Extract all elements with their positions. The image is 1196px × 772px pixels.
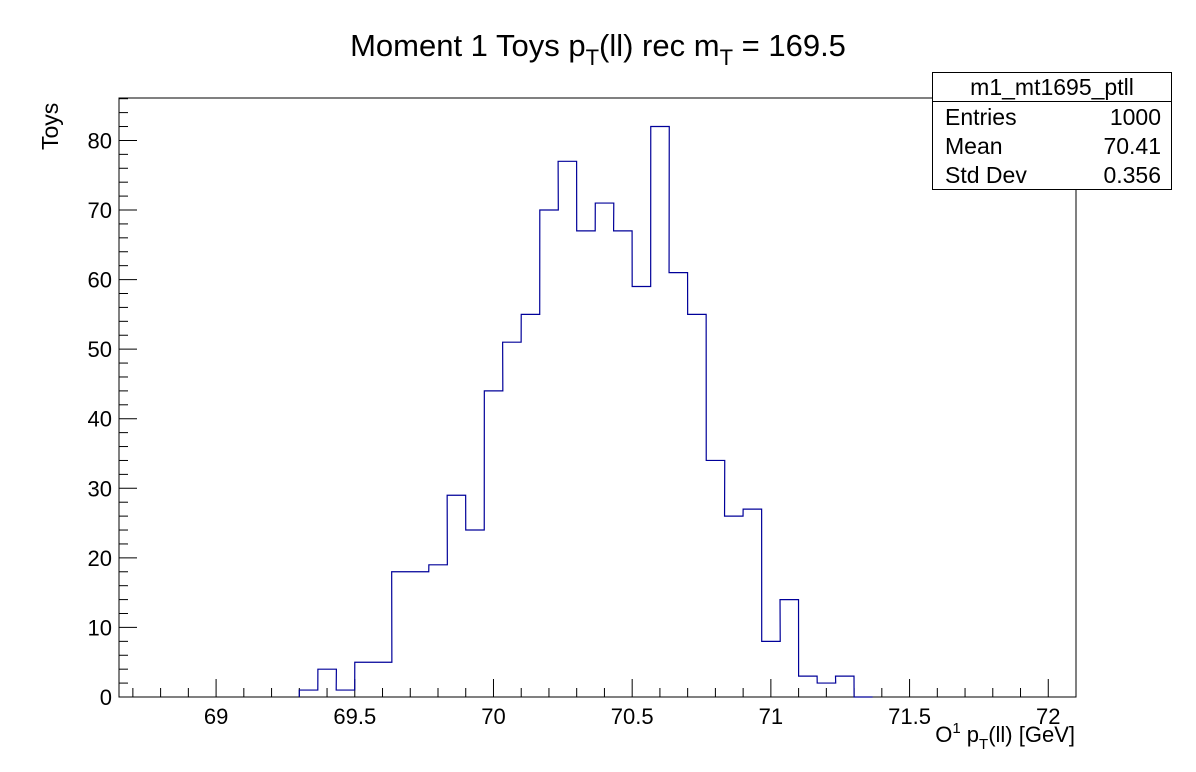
stats-mean-value: 70.41	[1103, 133, 1161, 159]
histogram-bin	[466, 530, 485, 697]
histogram-bin	[651, 127, 670, 697]
stats-entries-value: 1000	[1109, 104, 1161, 130]
x-tick-label: 72	[1036, 704, 1060, 729]
histogram-bin	[688, 314, 707, 697]
histogram-bin	[762, 641, 781, 697]
histogram-bin	[669, 273, 688, 697]
chart-title: Moment 1 Toys pT(ll) rec mT = 169.5	[350, 28, 846, 70]
stats-mean-label: Mean	[945, 133, 1003, 159]
y-tick-label: 60	[88, 268, 112, 293]
y-tick-label: 40	[88, 407, 112, 432]
y-tick-label: 10	[88, 615, 112, 640]
y-tick-label: 0	[100, 685, 112, 710]
histogram-bin	[521, 314, 540, 697]
stats-row-std: Std Dev 0.356	[933, 160, 1171, 189]
histogram-bin	[799, 676, 818, 697]
y-tick-label: 80	[88, 128, 112, 153]
stats-entries-label: Entries	[945, 104, 1017, 130]
histogram-bin	[577, 231, 596, 697]
x-tick-label: 71	[759, 704, 783, 729]
y-tick-label: 20	[88, 546, 112, 571]
histogram-bin	[725, 516, 744, 697]
histogram-bin	[429, 565, 448, 697]
stats-row-entries: Entries 1000	[933, 102, 1171, 131]
histogram-bin	[817, 683, 836, 697]
stats-std-label: Std Dev	[945, 162, 1027, 188]
x-tick-label: 71.5	[888, 704, 931, 729]
stats-title: m1_mt1695_ptll	[933, 73, 1171, 102]
histogram-bin	[355, 662, 374, 697]
histogram-bin	[540, 210, 559, 697]
histogram-bin	[373, 662, 392, 697]
plot-frame	[118, 97, 1077, 698]
histogram-bin	[558, 161, 577, 697]
histogram-bin	[595, 203, 614, 697]
stats-box: m1_mt1695_ptll Entries 1000 Mean 70.41 S…	[932, 72, 1172, 190]
histogram-bin	[410, 572, 429, 697]
y-tick-label: 70	[88, 198, 112, 223]
x-tick-label: 69.5	[333, 704, 376, 729]
histogram-bin	[632, 287, 651, 697]
stats-row-mean: Mean 70.41	[933, 131, 1171, 160]
y-tick-label: 50	[88, 337, 112, 362]
x-tick-label: 70.5	[611, 704, 654, 729]
histogram-bin	[318, 669, 337, 697]
y-tick-label: 30	[88, 476, 112, 501]
histogram-bin	[503, 342, 522, 697]
histogram-outline	[298, 125, 873, 698]
x-tick-label: 69	[204, 704, 228, 729]
histogram-bin	[484, 391, 503, 697]
histogram-bin	[780, 600, 799, 697]
x-tick-label: 70	[481, 704, 505, 729]
stats-std-value: 0.356	[1103, 162, 1161, 188]
histogram-bin	[299, 690, 318, 697]
histogram-bin	[836, 676, 855, 697]
histogram-bin	[706, 460, 725, 697]
histogram-bin	[614, 231, 633, 697]
histogram-bin	[392, 572, 411, 697]
histogram-bin	[447, 495, 466, 697]
x-axis-label: O1 pT(ll) [GeV]	[935, 720, 1075, 753]
histogram-bin	[743, 509, 762, 697]
histogram-bin	[336, 690, 355, 697]
y-axis-label: Toys	[37, 103, 63, 150]
